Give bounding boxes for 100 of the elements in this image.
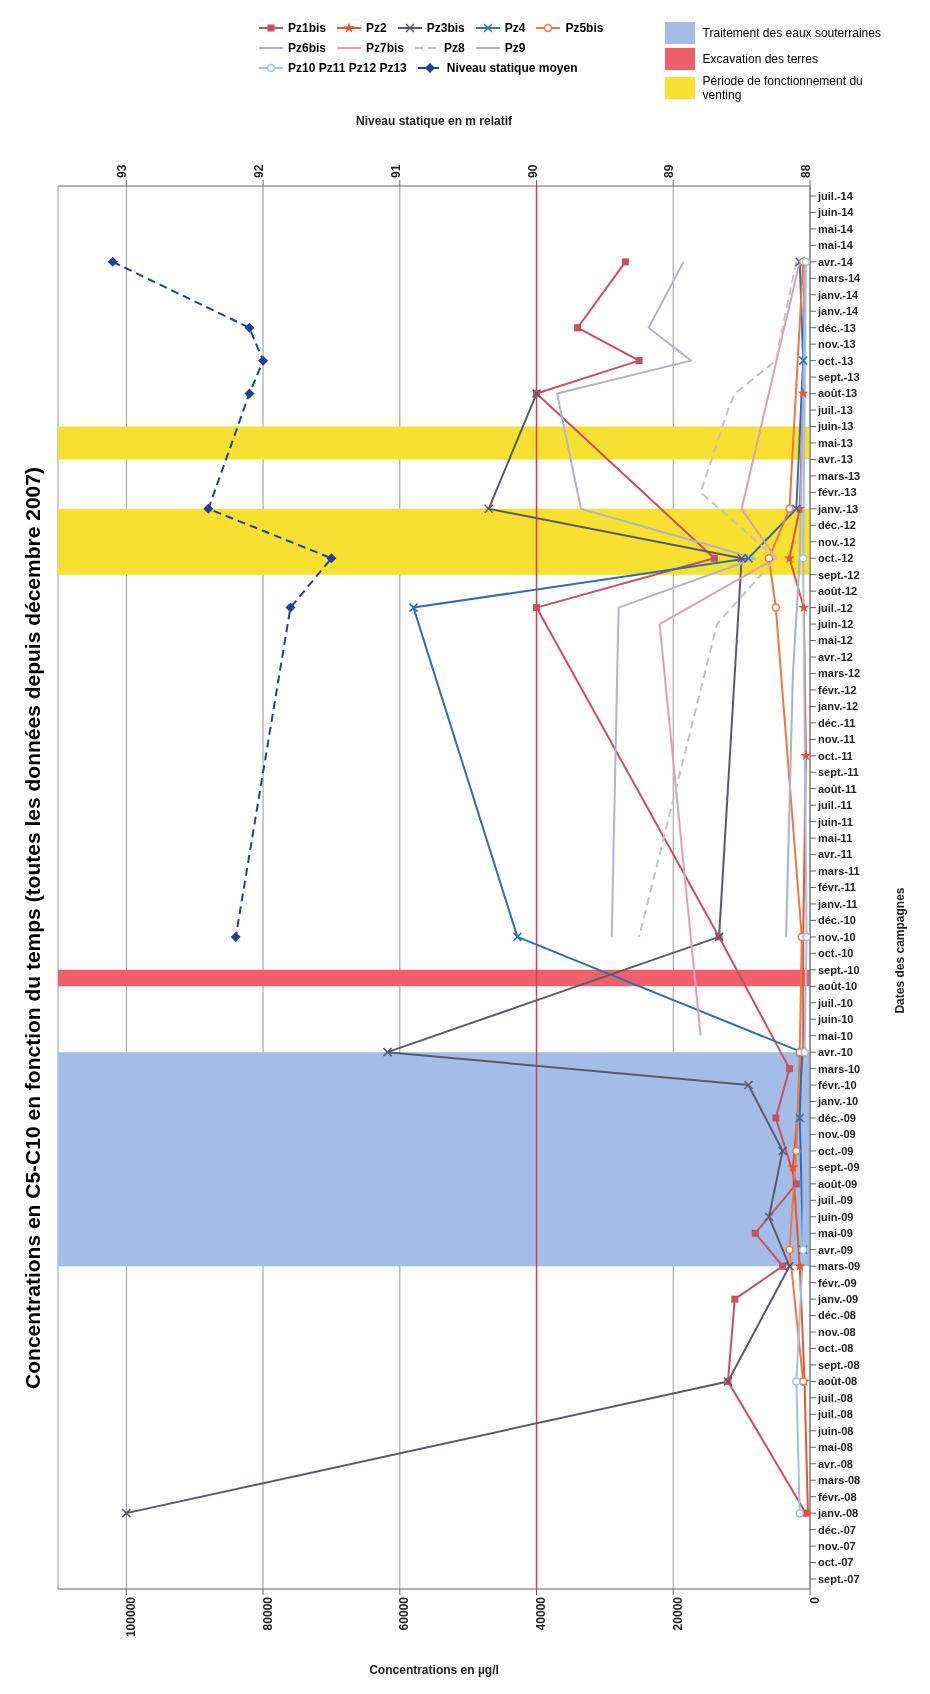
y-tick-label: août-11	[818, 782, 857, 795]
y-tick-label: mars-12	[818, 667, 861, 680]
y-tick-label: janv.-12	[817, 700, 859, 713]
x-axis-title: Concentrations en µg/l	[369, 1663, 499, 1677]
legend-label: Niveau statique moyen	[446, 61, 578, 75]
y-tick-label: janv.-08	[817, 1507, 859, 1520]
y-tick-label: juin-14	[817, 206, 855, 219]
y-tick-label: janv.-11	[817, 897, 858, 910]
y-tick-label: sept.-11	[818, 766, 859, 779]
y-tick-label: sept.-12	[818, 568, 860, 581]
y-tick-label: nov.-07	[818, 1539, 856, 1552]
y-tick-label: juil.-13	[817, 403, 853, 416]
y-tick-label: août-08	[818, 1375, 858, 1388]
x2-tick-label: 91	[388, 164, 403, 178]
y-tick-label: oct.-09	[818, 1144, 854, 1157]
y-tick-label: avr.-11	[818, 848, 853, 861]
y-tick-label: oct.-11	[818, 749, 853, 762]
y-tick-label: sept.-08	[818, 1358, 860, 1371]
y-tick-label: mars-10	[818, 1062, 861, 1075]
legend-label: Pz1bis	[288, 21, 327, 35]
y-tick-label: oct.-13	[818, 354, 854, 367]
y-tick-label: mai-14	[818, 239, 854, 252]
y-axis-title: Dates des campagnes	[893, 887, 908, 1014]
y-tick-label: mars-08	[818, 1474, 861, 1487]
y-tick-label: déc.-13	[818, 321, 856, 334]
y-tick-label: août-10	[818, 980, 858, 993]
y-tick-label: mai-09	[818, 1227, 853, 1240]
x2-tick-label: 93	[115, 164, 130, 178]
x2-tick-label: 92	[252, 164, 267, 178]
y-tick-label: juin-09	[817, 1210, 854, 1223]
y-tick-label: déc.-11	[818, 716, 856, 729]
y-tick-label: juin-12	[817, 617, 854, 630]
y-tick-label: juil.-08	[817, 1408, 853, 1421]
y-tick-label: avr.-08	[818, 1457, 853, 1470]
y-tick-label: janv.-10	[817, 1095, 859, 1108]
x-tick-label: 100000	[123, 1596, 138, 1638]
legend-label: Pz9	[504, 41, 526, 55]
y-tick-label: oct.-12	[818, 552, 854, 565]
y-tick-label: avr.-09	[818, 1243, 853, 1256]
y-tick-label: mai-14	[818, 222, 854, 235]
y-tick-label: mars-13	[818, 469, 861, 482]
y-tick-label: juil.-14	[817, 189, 854, 202]
y-tick-label: sept.-13	[818, 371, 860, 384]
y-tick-label: janv.-14	[817, 288, 860, 301]
x-tick-label: 80000	[260, 1596, 275, 1631]
y-tick-label: janv.-09	[817, 1293, 859, 1306]
x-tick-label: 0	[807, 1596, 822, 1604]
y-tick-label: août-13	[818, 387, 858, 400]
y-tick-label: déc.-07	[818, 1523, 856, 1536]
y-tick-label: juin-11	[817, 815, 853, 828]
x-tick-label: 60000	[397, 1596, 412, 1631]
y-tick-label: avr.-13	[818, 453, 853, 466]
y-tick-label: févr.-12	[818, 683, 857, 696]
y-tick-label: juil.-08	[817, 1391, 853, 1404]
y-tick-label: sept.-10	[818, 963, 860, 976]
x-tick-label: 20000	[670, 1596, 685, 1631]
y-tick-label: févr.-10	[818, 1078, 857, 1091]
y-tick-label: juil.-11	[817, 799, 853, 812]
y-tick-label: déc.-12	[818, 519, 856, 532]
y-tick-label: oct.-10	[818, 947, 854, 960]
legend-label: Pz10 Pz11 Pz12 Pz13	[288, 61, 407, 75]
y-tick-label: nov.-09	[818, 1128, 856, 1141]
y-tick-label: juin-08	[817, 1424, 854, 1437]
x-tick-label: 40000	[534, 1596, 549, 1631]
y-tick-label: nov.-08	[818, 1325, 856, 1338]
y-tick-label: déc.-10	[818, 914, 856, 927]
y-tick-label: sept.-07	[818, 1572, 860, 1585]
y-tick-label: juin-10	[817, 1013, 854, 1026]
y-tick-label: juil.-12	[817, 601, 853, 614]
legend-label: Période de fonctionnement du venting	[702, 74, 864, 102]
y-tick-label: mars-11	[818, 864, 860, 877]
y-tick-label: nov.-10	[818, 930, 856, 943]
legend-label: Pz6bis	[288, 41, 327, 55]
y-tick-label: oct.-07	[818, 1556, 854, 1569]
x2-tick-label: 90	[525, 164, 540, 178]
legend-label: Traitement des eaux souterraines	[702, 26, 881, 40]
y-tick-label: août-12	[818, 585, 858, 598]
y-tick-label: janv.-14	[817, 305, 860, 318]
y-tick-label: avr.-14	[818, 255, 854, 268]
y-tick-label: févr.-11	[818, 881, 856, 894]
y-tick-label: oct.-08	[818, 1342, 854, 1355]
y-tick-label: mai-11	[818, 832, 853, 845]
y-tick-label: déc.-09	[818, 1111, 856, 1124]
y-tick-label: févr.-08	[818, 1490, 857, 1503]
y-tick-label: sept.-09	[818, 1161, 860, 1174]
legend-label: Pz5bis	[565, 21, 604, 35]
y-tick-label: avr.-10	[818, 1046, 853, 1059]
y-tick-label: mai-08	[818, 1441, 853, 1454]
text: Concentrations en C5-C10 en fonction du temps (toutes les données depuis décembre 2007)	[21, 467, 44, 1389]
y-tick-label: févr.-13	[818, 486, 857, 499]
legend-label: Pz2	[366, 21, 387, 35]
y-tick-label: mars-14	[818, 272, 862, 285]
y-tick-label: avr.-12	[818, 650, 853, 663]
y-tick-label: nov.-12	[818, 535, 856, 548]
legend-label: Pz8	[444, 41, 465, 55]
x2-tick-label: 89	[662, 164, 677, 178]
y-tick-label: nov.-11	[818, 733, 856, 746]
y-tick-label: déc.-08	[818, 1309, 856, 1322]
x2-axis-title: Niveau statique en m relatif	[355, 113, 514, 128]
y-tick-label: mai-12	[818, 634, 853, 647]
